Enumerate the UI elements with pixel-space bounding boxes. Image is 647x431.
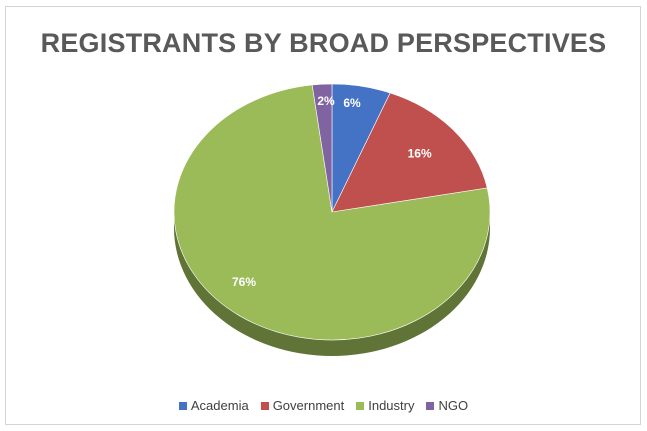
legend-label-industry: Industry — [368, 398, 415, 413]
legend-item-ngo: NGO — [426, 398, 468, 413]
data-label-ngo: 2% — [317, 94, 335, 108]
legend-swatch-ngo — [426, 401, 435, 410]
data-label-industry: 76% — [232, 275, 256, 289]
pie-slice-government — [331, 92, 488, 213]
legend-label-academia: Academia — [190, 398, 249, 413]
data-label-government: 16% — [408, 146, 432, 160]
legend-swatch-government — [260, 401, 269, 410]
legend-item-academia: Academia — [178, 398, 249, 413]
legend-swatch-industry — [356, 401, 365, 410]
legend-item-government: Government — [260, 398, 345, 413]
legend-label-ngo: NGO — [438, 398, 469, 413]
pie-slice-ngo — [311, 83, 333, 213]
legend-label-government: Government — [272, 398, 345, 413]
pie-slice-industry — [173, 84, 491, 341]
chart-title: REGISTRANTS BY BROAD PERSPECTIVES — [40, 28, 607, 58]
data-label-academia: 6% — [343, 96, 361, 110]
chart-legend: Academia Government Industry NGO — [0, 398, 647, 413]
legend-swatch-academia — [178, 401, 187, 410]
legend-item-industry: Industry — [356, 398, 414, 413]
